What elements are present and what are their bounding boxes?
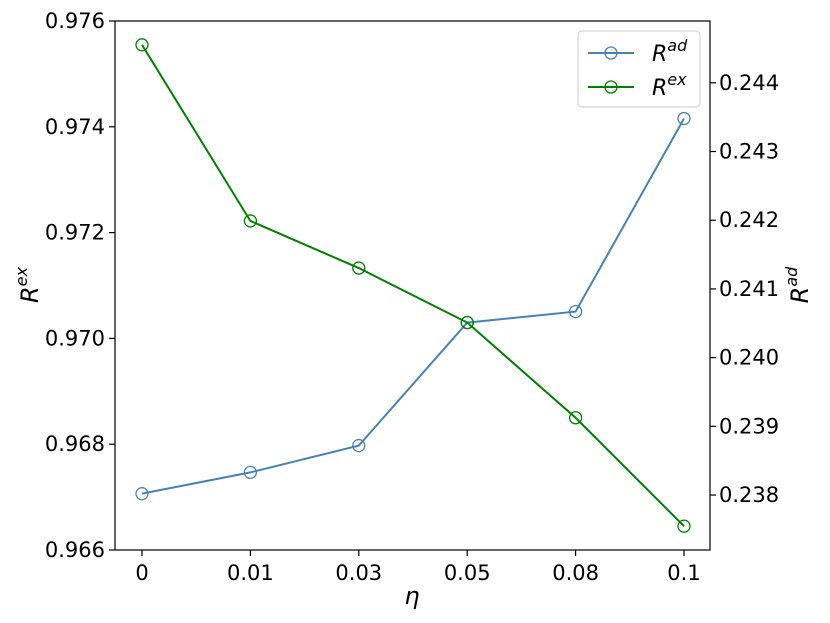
left-tick-label: 0.976 bbox=[45, 9, 105, 33]
data-point-ex bbox=[460, 315, 474, 330]
right-y-axis: 0.238 0.239 0.240 0.241 0.242 0.243 0.244 bbox=[710, 71, 779, 507]
left-y-axis-label-sup: ex bbox=[12, 266, 31, 286]
x-axis: 0 0.01 0.03 0.05 0.08 0.1 bbox=[135, 550, 701, 585]
x-tick-label: 0.08 bbox=[552, 561, 599, 585]
series-layer bbox=[135, 38, 691, 533]
left-y-axis-label: Rex bbox=[12, 266, 44, 303]
right-tick-label: 0.239 bbox=[719, 414, 779, 438]
left-tick-label: 0.966 bbox=[45, 538, 105, 562]
plot-area bbox=[114, 20, 711, 551]
series-line-ex bbox=[141, 44, 685, 527]
right-y-axis-label-base: R bbox=[786, 287, 814, 304]
right-tick-label: 0.242 bbox=[719, 208, 779, 232]
legend-label-ad-sup: ad bbox=[667, 36, 688, 55]
legend-label-ad: Rad bbox=[652, 36, 688, 67]
data-point-ad bbox=[243, 465, 258, 480]
data-point-ad bbox=[677, 111, 691, 126]
left-y-axis: 0.966 0.968 0.970 0.972 0.974 0.976 bbox=[45, 9, 115, 562]
legend: Rad Rex bbox=[577, 30, 701, 108]
legend-marker-ex bbox=[604, 80, 618, 94]
right-tick-label: 0.240 bbox=[719, 346, 779, 370]
right-y-axis-label-sup: ad bbox=[782, 266, 801, 287]
data-point-ex bbox=[568, 411, 583, 425]
data-point-ad bbox=[135, 487, 149, 501]
left-tick-label: 0.970 bbox=[45, 326, 105, 350]
data-point-ad bbox=[352, 438, 366, 453]
x-tick-label: 0.1 bbox=[667, 561, 700, 585]
right-tick-label: 0.241 bbox=[719, 277, 779, 301]
legend-label-ex: Rex bbox=[652, 70, 687, 101]
legend-label-ex-sup: ex bbox=[667, 70, 687, 89]
x-tick-label: 0.05 bbox=[444, 561, 491, 585]
series-line-ad bbox=[141, 118, 685, 495]
data-point-ex bbox=[352, 261, 366, 275]
x-tick-label: 0 bbox=[135, 561, 148, 585]
legend-label-ad-base: R bbox=[652, 42, 667, 67]
x-tick-label: 0.01 bbox=[227, 561, 274, 585]
left-tick-label: 0.972 bbox=[45, 221, 105, 245]
left-tick-label: 0.968 bbox=[45, 432, 105, 456]
right-tick-label: 0.243 bbox=[719, 140, 779, 164]
legend-marker-ad bbox=[604, 46, 618, 60]
data-point-ex bbox=[135, 38, 149, 52]
legend-label-ex-base: R bbox=[652, 76, 667, 101]
x-tick-label: 0.03 bbox=[335, 561, 382, 585]
right-tick-label: 0.244 bbox=[719, 71, 779, 95]
x-axis-label: η bbox=[404, 582, 419, 610]
data-point-ad bbox=[568, 304, 583, 319]
left-y-axis-label-base: R bbox=[16, 286, 44, 303]
right-tick-label: 0.238 bbox=[719, 483, 779, 507]
data-point-ex bbox=[243, 214, 258, 228]
data-point-ex bbox=[677, 519, 691, 533]
right-y-axis-label: Rad bbox=[782, 266, 814, 303]
left-tick-label: 0.974 bbox=[45, 115, 105, 139]
